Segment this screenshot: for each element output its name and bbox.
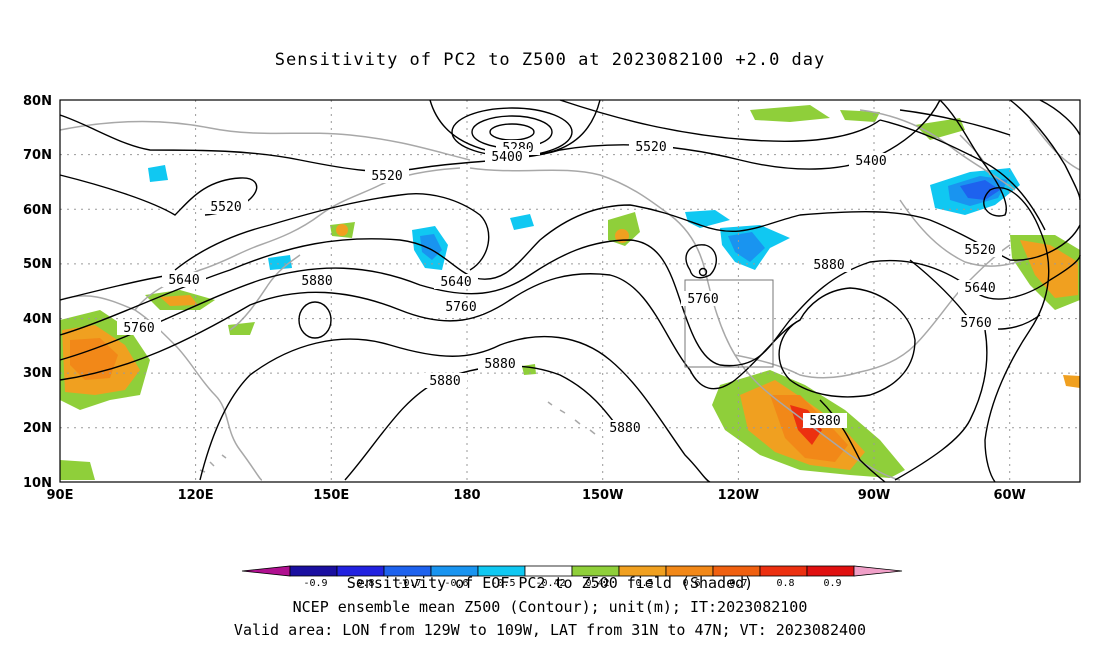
lon-label: 60W [993,488,1025,503]
lat-label: 80N [23,94,52,109]
svg-text:5880: 5880 [813,258,844,273]
positive-region-sargasso [1063,375,1080,388]
lat-label: 70N [23,148,52,163]
longitude-axis: 90E 120E 150E 180 150W 120W 90W 60W [47,488,1026,503]
coastline-layer [59,109,1081,481]
positive-region-south-asia-south [60,460,95,480]
svg-text:5880: 5880 [609,421,640,436]
contour-label: 5760 [681,291,725,307]
colorbar-tick-label: 0.6 [682,578,700,589]
svg-text:5880: 5880 [301,274,332,289]
contour-label: 5520 [204,199,248,215]
latitude-axis: 80N 70N 60N 50N 40N 30N 20N 10N [23,94,52,491]
svg-text:5880: 5880 [809,414,840,429]
svg-text:5520: 5520 [371,169,402,184]
contour-label: 5880 [478,356,522,372]
svg-text:5880: 5880 [484,357,515,372]
colorbar: -0.9 -0.8 -0.7 -0.6 -0.5 -0.42 0.42 0.5 0.6 0.7 0.… [241,565,903,589]
svg-text:5760: 5760 [960,316,991,331]
contour-label: 5640 [958,280,1002,296]
lat-label: 50N [23,257,52,272]
contour-label: 5520 [365,168,409,184]
contour-label: 5400 [849,153,893,169]
negative-region-bering [510,214,534,230]
map-frame [59,99,1081,483]
contour-label: 5520 [629,139,673,155]
svg-text:5640: 5640 [440,275,471,290]
z500-contours [59,99,1081,483]
caption-contour: NCEP ensemble mean Z500 (Contour); unit(… [292,598,808,616]
positive-region-arctic [750,105,830,122]
negative-region-gulf-alaska [685,210,730,228]
colorbar-tick-label: 0.42 [585,578,609,589]
contour-label: 5880 [295,273,339,289]
positive-region-china-core [160,295,198,306]
contour-label: 5760 [439,299,483,315]
lat-label: 10N [23,476,52,491]
negative-region-canada-peak [960,180,1000,200]
map-title: Sensitivity of PC2 to Z500 at 2023082100… [274,50,826,70]
lat-label: 40N [23,312,52,327]
lat-label: 30N [23,366,52,381]
colorbar-right-tip [853,565,903,577]
colorbar-tick-label: -0.7 [397,578,421,589]
negative-region-siberia [148,165,168,182]
svg-text:5880: 5880 [429,374,460,389]
contour-label: 5760 [954,315,998,331]
positive-region-japan [228,322,255,335]
svg-text:5760: 5760 [123,321,154,336]
contour-label: 5640 [162,272,206,288]
svg-text:5400: 5400 [491,150,522,165]
lon-label: 120W [718,488,759,503]
positive-region-south-asia-peak [70,338,118,380]
colorbar-tick-label: 0.7 [729,578,747,589]
negative-region-nw-america-core [728,232,765,262]
colorbar-tick-label: 0.8 [776,578,794,589]
svg-text:5640: 5640 [964,281,995,296]
positive-region-arctic-2 [840,110,880,122]
lon-label: 120E [178,488,214,503]
svg-text:5760: 5760 [687,292,718,307]
lon-label: 90E [47,488,74,503]
svg-text:5640: 5640 [168,273,199,288]
valid-area-box [684,279,774,368]
svg-text:5520: 5520 [210,200,241,215]
lon-label: 180 [453,488,480,503]
lon-label: 150E [313,488,349,503]
contour-label: 5880 [423,373,467,389]
contour-label-layer: 5280 5400 5520 5400 5520 5520 5640 5640 … [117,139,1002,436]
caption-shading: Sensitivity of EOF PC2 to Z500 field (Sh… [346,574,754,592]
colorbar-tick-label: -0.9 [303,578,327,589]
contour-label: 5880 [803,413,847,429]
contour-label: 5760 [117,320,161,336]
colorbar-tick-label: -0.42 [535,578,565,589]
lat-label: 60N [23,203,52,218]
contour-label: 5400 [485,149,529,165]
contour-label: 5880 [603,420,647,436]
caption-valid-area: Valid area: LON from 129W to 109W, LAT f… [233,621,867,639]
svg-text:5520: 5520 [635,140,666,155]
svg-text:5520: 5520 [964,243,995,258]
colorbar-tick-label: -0.6 [444,578,468,589]
lon-label: 150W [582,488,623,503]
contour-label: 5520 [958,242,1002,258]
shading-layer [60,105,1080,480]
contour-label: 5640 [434,274,478,290]
lon-label: 90W [858,488,890,503]
svg-text:5400: 5400 [855,154,886,169]
colorbar-tick-label: 0.5 [635,578,653,589]
colorbar-tick-label: 0.9 [823,578,841,589]
svg-text:5760: 5760 [445,300,476,315]
graticule [60,100,1080,482]
positive-region-greenland [915,118,965,140]
colorbar-tick-label: -0.5 [491,578,515,589]
contour-label: 5880 [807,257,851,273]
lat-label: 20N [23,421,52,436]
colorbar-tick-label: -0.8 [350,578,374,589]
